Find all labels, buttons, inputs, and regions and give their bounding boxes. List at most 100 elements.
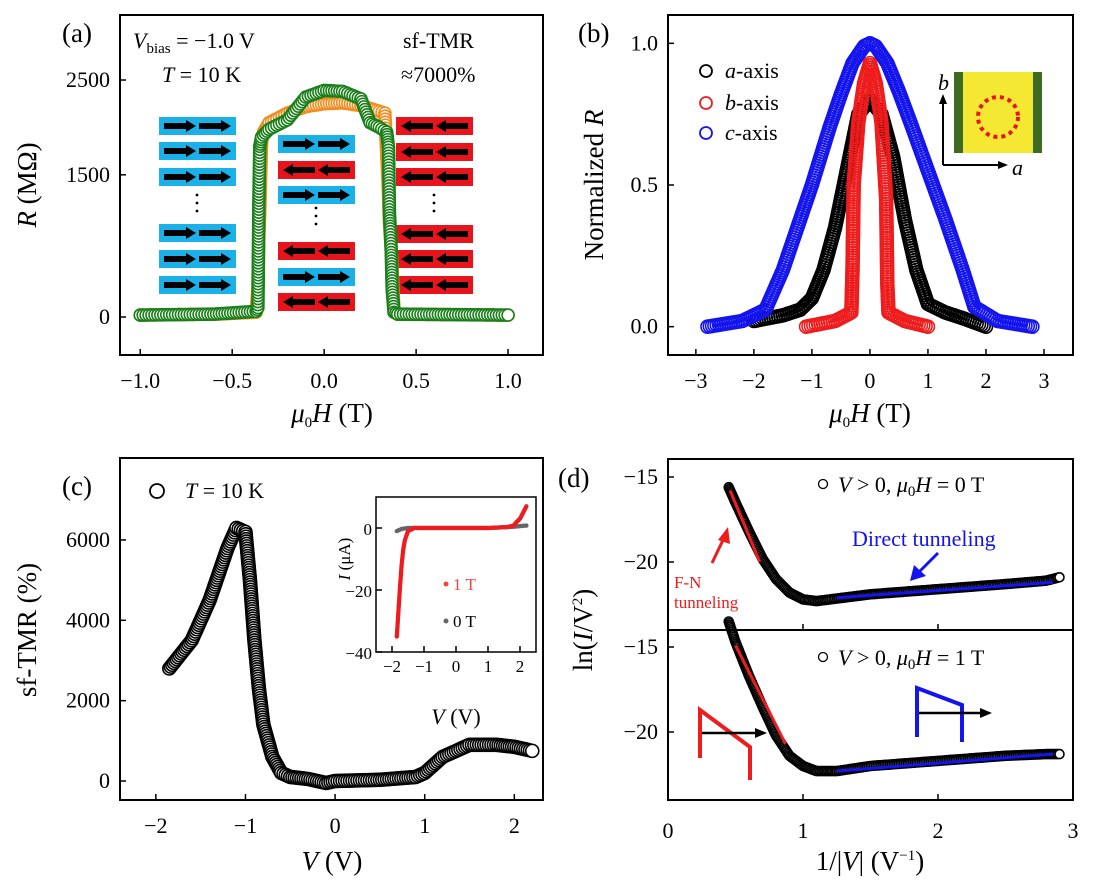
arrow-right-icon <box>283 138 315 150</box>
arrow-left-icon <box>436 253 468 265</box>
layer-box <box>278 186 355 204</box>
arrow-right-icon <box>164 227 196 239</box>
y-tick-label: −20 <box>345 582 372 601</box>
arrow-right-icon <box>199 253 231 265</box>
arrow-left-icon <box>401 253 433 265</box>
layer-box <box>396 143 473 161</box>
spin-layer-left <box>396 117 473 135</box>
y-tick-label: 2000 <box>66 688 110 713</box>
arrow-right-icon <box>283 271 315 283</box>
spin-layer-right <box>278 268 355 286</box>
x-axis-label-c: V (V) <box>302 846 363 876</box>
subplot-bottom: 0 1 2 3 −20 −15 <box>624 616 1079 843</box>
arrow-right-icon <box>199 227 231 239</box>
ellipsis-dot <box>195 193 199 197</box>
y-tick-label: 2500 <box>66 67 110 92</box>
y-tick-label: 6000 <box>66 527 110 552</box>
arrow-left-icon <box>436 120 468 132</box>
layer-box <box>278 293 355 311</box>
spin-layer-left <box>278 293 355 311</box>
panel-label-b: (b) <box>578 18 609 48</box>
x-tick-label: 0.0 <box>310 368 338 393</box>
arrow-right-icon <box>318 189 350 201</box>
spin-layer-left <box>396 168 473 186</box>
tmr-value: ≈7000% <box>401 62 475 87</box>
x-axis-label-a: μ0H (T) <box>290 398 373 431</box>
layer-box <box>159 276 236 294</box>
ellipsis-dot <box>432 201 436 205</box>
layer-box <box>159 250 236 268</box>
spin-layer-right <box>159 224 236 242</box>
x-tick-label: −1 <box>415 657 433 676</box>
fn-fit-line <box>734 644 787 745</box>
layer-box <box>159 142 236 160</box>
inset-legend-label-0t: 0 T <box>453 612 476 631</box>
fn-arrow-icon <box>710 527 730 564</box>
subplot-top: −20 −15 <box>624 458 1074 631</box>
fn-band-diagram-icon <box>698 706 767 780</box>
legend-marker-c-axis <box>699 126 713 140</box>
x-tick-label: 0 <box>452 657 461 676</box>
b-axis-arrowhead-icon <box>939 94 947 104</box>
arrow-left-icon <box>283 164 315 176</box>
x-tick-label: 3 <box>1038 368 1049 393</box>
x-axis-label-d: 1/|V| (V−1) <box>816 846 925 876</box>
data-point <box>524 743 540 759</box>
arrow-left-icon <box>401 228 433 240</box>
y-tick-label: 1.0 <box>631 30 659 55</box>
layer-box <box>159 168 236 186</box>
panel-d: −20 −15 0 1 2 3 −20 −15 <box>624 458 1079 843</box>
y-tick-label: −40 <box>345 644 372 663</box>
panel-a: −1.0 −0.5 0.0 0.5 1.0 0 1500 2500 <box>66 14 544 393</box>
y-tick-label: −20 <box>624 549 658 574</box>
y-tick-label: −20 <box>624 719 658 744</box>
x-tick-label: 0 <box>330 813 341 838</box>
direct-fit-line <box>836 752 1053 773</box>
y-axis-label-a: R (MΩ) <box>12 142 42 228</box>
inset-axis-label-b: b <box>938 70 949 95</box>
arrow-right-icon <box>164 253 196 265</box>
series-green <box>133 83 515 322</box>
inset-legend-marker-0t <box>443 618 449 624</box>
iv-inset: −2 −1 0 1 2 −40 −20 0 <box>345 496 537 676</box>
x-tick-label: 0 <box>663 818 674 843</box>
legend-label-a-axis: a-axis <box>725 58 779 83</box>
series-b-axis <box>798 55 936 334</box>
spin-layer-right <box>159 168 236 186</box>
spin-layer-left <box>396 250 473 268</box>
data-point <box>1054 748 1065 760</box>
y-axis-label-b: Normalized R <box>579 109 609 260</box>
x-tick-label: 0 <box>864 368 875 393</box>
layer-box <box>278 161 355 179</box>
x-tick-label: 3 <box>1068 818 1079 843</box>
fn-tunneling-label-line2: tunneling <box>674 593 739 612</box>
legend-marker-c <box>149 483 165 499</box>
arrow-left-icon <box>401 279 433 291</box>
legend-label-b-axis: b-axis <box>725 90 779 115</box>
arrow-left-icon <box>436 146 468 158</box>
inset-x-axis-label: V (V) <box>431 704 481 729</box>
direct-fit-line <box>836 580 1053 600</box>
spin-layer-left <box>278 161 355 179</box>
x-tick-label: −2 <box>742 368 765 393</box>
panel-b: −3 −2 −1 0 1 2 3 0.0 0.5 1.0 <box>631 14 1074 393</box>
spin-layer-right <box>159 117 236 135</box>
x-tick-label: −1.0 <box>120 368 160 393</box>
inset-legend-label-1t: 1 T <box>453 575 476 594</box>
data-point <box>501 308 515 322</box>
layer-box <box>159 117 236 135</box>
y-tick-label: −15 <box>624 634 658 659</box>
x-axis-label-b: μ0H (T) <box>828 398 911 431</box>
arrow-right-icon <box>199 120 231 132</box>
measurement-area-circle <box>976 95 1020 139</box>
x-tick-label: −0.5 <box>212 368 252 393</box>
temperature-annotation: T = 10 K <box>162 62 241 87</box>
spin-layer-left <box>396 225 473 243</box>
arrow-right-icon <box>199 171 231 183</box>
arrow-right-icon <box>283 189 315 201</box>
layer-box <box>396 250 473 268</box>
x-tick-label: −1 <box>234 813 257 838</box>
arrow-right-icon <box>164 120 196 132</box>
x-tick-label: 1 <box>922 368 933 393</box>
arrow-left-icon <box>436 171 468 183</box>
